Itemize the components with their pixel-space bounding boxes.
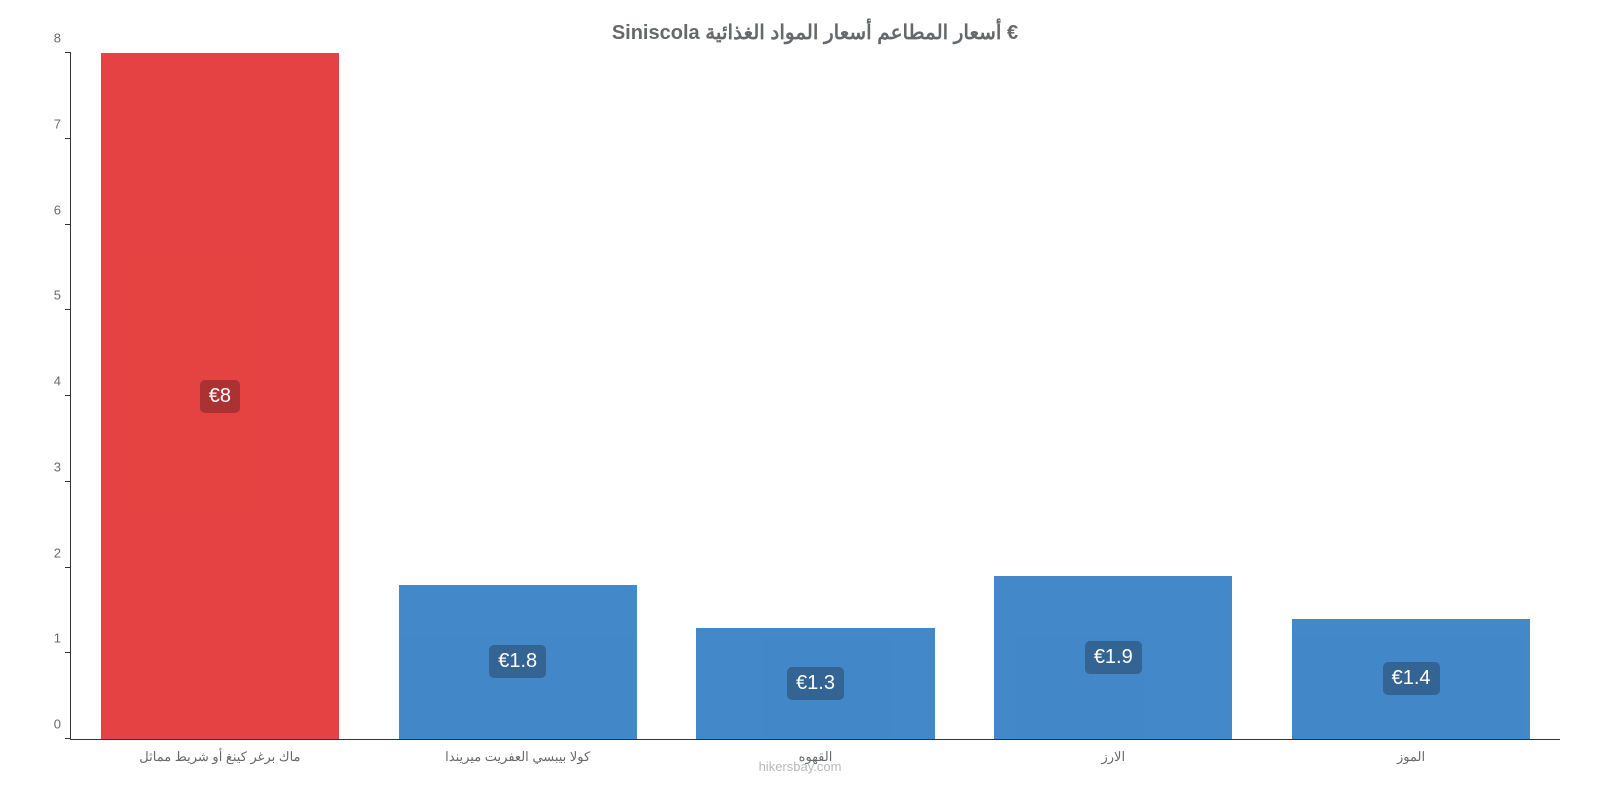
y-tick-mark [65,652,71,653]
y-tick-mark [65,309,71,310]
x-category-label: الموز [1397,739,1425,765]
bar-value-label: €1.4 [1383,662,1440,695]
y-tick-label: 4 [54,374,71,389]
bar: €1.3 [696,628,934,739]
y-tick-label: 2 [54,545,71,560]
y-tick-mark [65,738,71,739]
bar-slot: €1.8كولا بيبسي العفريت ميريندا [369,53,667,739]
bar-value-label: €1.9 [1085,641,1142,674]
y-tick-label: 0 [54,717,71,732]
chart-container: Siniscola أسعار المطاعم أسعار المواد الغ… [0,0,1600,800]
x-category-label: كولا بيبسي العفريت ميريندا [445,739,590,765]
y-tick-mark [65,481,71,482]
y-tick-label: 7 [54,116,71,131]
y-tick-mark [65,52,71,53]
bar-slot: €8ماك برغر كينغ أو شريط مماثل [71,53,369,739]
bar: €1.9 [994,576,1232,739]
bar: €1.4 [1292,619,1530,739]
y-tick-label: 6 [54,202,71,217]
bar: €1.8 [399,585,637,739]
bar-slot: €1.9الارز [964,53,1262,739]
y-tick-label: 1 [54,631,71,646]
bar-value-label: €8 [200,380,240,413]
bar-slot: €1.3القهوه [667,53,965,739]
bars-group: €8ماك برغر كينغ أو شريط مماثل€1.8كولا بي… [71,53,1560,739]
bar-value-label: €1.8 [489,645,546,678]
y-tick-mark [65,224,71,225]
bar: €8 [101,53,339,739]
y-tick-label: 3 [54,459,71,474]
chart-title: Siniscola أسعار المطاعم أسعار المواد الغ… [70,20,1560,45]
y-tick-mark [65,138,71,139]
x-category-label: ماك برغر كينغ أو شريط مماثل [139,739,300,765]
bar-slot: €1.4الموز [1262,53,1560,739]
y-tick-mark [65,395,71,396]
x-category-label: الارز [1101,739,1125,765]
y-tick-label: 8 [54,31,71,46]
plot-area: €8ماك برغر كينغ أو شريط مماثل€1.8كولا بي… [70,53,1560,740]
watermark: hikersbay.com [759,759,842,774]
y-tick-label: 5 [54,288,71,303]
bar-value-label: €1.3 [787,667,844,700]
y-tick-mark [65,567,71,568]
